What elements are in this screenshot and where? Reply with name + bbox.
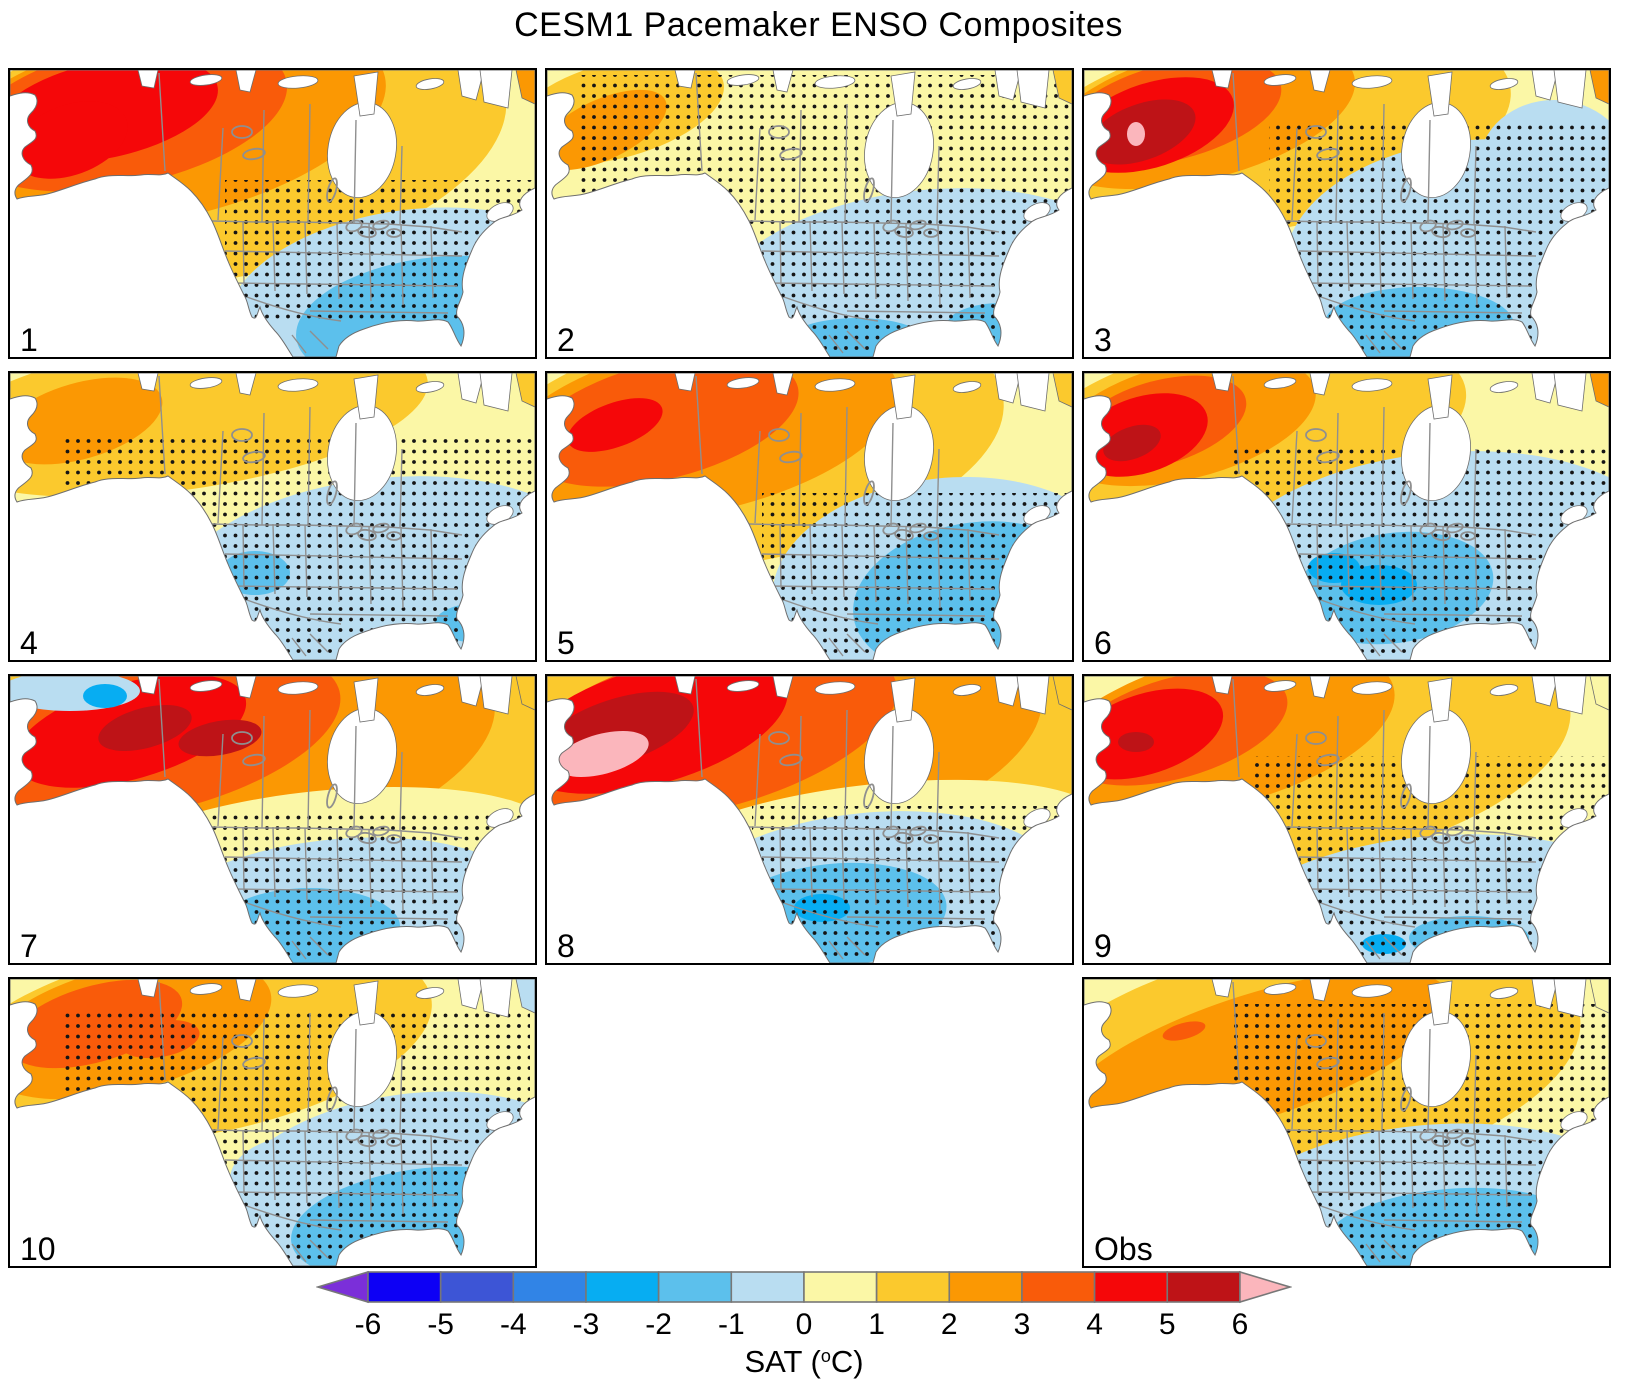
colorbar-segment bbox=[512, 1271, 587, 1303]
tick-label: -2 bbox=[645, 1308, 672, 1341]
map-canvas bbox=[547, 373, 1072, 660]
colorbar-segment bbox=[657, 1271, 733, 1303]
tick-label: 4 bbox=[1086, 1308, 1103, 1341]
tick-label: 0 bbox=[795, 1308, 813, 1341]
map-canvas bbox=[10, 676, 535, 963]
colorbar-ticks: -6 -5 -4 -3 -2 -1 0 1 2 3 4 5 6 bbox=[316, 1308, 1292, 1344]
panel-label: 10 bbox=[20, 1231, 56, 1267]
map-canvas bbox=[10, 373, 535, 660]
panel-label: 1 bbox=[20, 322, 38, 358]
map-panel-4: 4 bbox=[8, 371, 537, 662]
panel-label: 6 bbox=[1094, 625, 1112, 661]
degree-symbol: o bbox=[820, 1346, 831, 1366]
map-panel-9: 9 bbox=[1082, 674, 1611, 965]
colorbar-left-arrow bbox=[316, 1270, 369, 1304]
colorbar-canvas bbox=[316, 1270, 1292, 1304]
map-panel-obs: Obs bbox=[1082, 977, 1611, 1268]
panel-label: 8 bbox=[557, 928, 575, 964]
colorbar-segment bbox=[1093, 1271, 1169, 1303]
map-panel-5: 5 bbox=[545, 371, 1074, 662]
tick-label: 3 bbox=[1013, 1308, 1031, 1341]
panel-label: 4 bbox=[20, 625, 38, 661]
colorbar-segment bbox=[367, 1271, 442, 1303]
map-panel-7: 7 bbox=[8, 674, 537, 965]
tick-label: -3 bbox=[572, 1308, 600, 1341]
map-panel-6: 6 bbox=[1082, 371, 1611, 662]
figure-title: CESM1 Pacemaker ENSO Composites bbox=[514, 6, 1123, 44]
map-panel-3: 3 bbox=[1082, 68, 1611, 359]
colorbar-label: SAT (oC) bbox=[316, 1344, 1292, 1380]
map-canvas bbox=[547, 70, 1072, 357]
colorbar-segment bbox=[1166, 1271, 1241, 1303]
map-panel-1: 1 bbox=[8, 68, 537, 359]
colorbar-right-arrow bbox=[1239, 1270, 1292, 1304]
map-canvas bbox=[1084, 373, 1609, 660]
tick-label: -4 bbox=[499, 1308, 527, 1341]
tick-label: 2 bbox=[940, 1308, 958, 1341]
panel-label: Obs bbox=[1094, 1231, 1153, 1267]
panels-grid: 1 2 3 4 5 6 7 8 9 10 Obs bbox=[8, 68, 1611, 1268]
map-canvas bbox=[1084, 70, 1609, 357]
map-canvas bbox=[10, 979, 535, 1266]
panel-label: 2 bbox=[557, 322, 575, 358]
panel-label: 3 bbox=[1094, 322, 1112, 358]
tick-label: 1 bbox=[868, 1308, 885, 1341]
tick-label: -5 bbox=[427, 1308, 454, 1341]
tick-label: 6 bbox=[1231, 1308, 1249, 1341]
map-panel-8: 8 bbox=[545, 674, 1074, 965]
tick-label: -6 bbox=[354, 1308, 382, 1341]
map-canvas bbox=[10, 70, 535, 357]
colorbar-segment bbox=[730, 1271, 805, 1303]
tick-label: 5 bbox=[1158, 1308, 1176, 1341]
colorbar bbox=[316, 1268, 1292, 1308]
colorbar-segment bbox=[439, 1271, 515, 1303]
map-canvas bbox=[1084, 676, 1609, 963]
map-canvas bbox=[1084, 979, 1609, 1266]
panel-label: 9 bbox=[1094, 928, 1112, 964]
panel-label: 5 bbox=[557, 625, 575, 661]
map-canvas bbox=[547, 676, 1072, 963]
colorbar-segment bbox=[585, 1271, 660, 1303]
colorbar-label-post: C) bbox=[830, 1344, 864, 1379]
colorbar-segment bbox=[875, 1271, 951, 1303]
map-panel-10: 10 bbox=[8, 977, 537, 1268]
colorbar-segment bbox=[948, 1271, 1023, 1303]
panel-label: 7 bbox=[20, 928, 38, 964]
map-panel-2: 2 bbox=[545, 68, 1074, 359]
colorbar-label-pre: SAT ( bbox=[744, 1344, 821, 1379]
tick-label: -1 bbox=[717, 1308, 745, 1341]
colorbar-segment bbox=[803, 1271, 878, 1303]
colorbar-segment bbox=[1021, 1271, 1096, 1303]
